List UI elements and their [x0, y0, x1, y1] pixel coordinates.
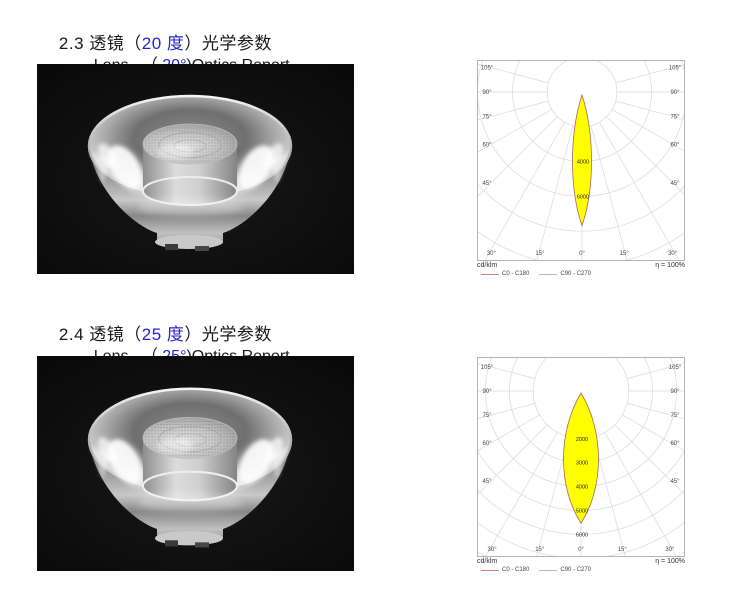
svg-text:45°: 45° [482, 181, 492, 187]
section-2-4-title-zh: 2.4 透镜（25 度）光学参数 [38, 300, 272, 365]
svg-text:0°: 0° [579, 251, 585, 257]
chart-legend: C0 - C180 C90 - C270 [481, 567, 685, 573]
svg-text:0°: 0° [578, 547, 584, 553]
legend-line-swatch [481, 273, 499, 275]
svg-text:105°: 105° [481, 365, 494, 371]
svg-text:30°: 30° [487, 251, 497, 257]
chart-legend: C0 - C180 C90 - C270 [481, 271, 685, 277]
chart-footer: cd/klm η = 100% C0 - C180 C90 - C270 [477, 262, 685, 277]
svg-text:75°: 75° [670, 413, 680, 419]
legend-label: C0 - C180 [502, 567, 530, 573]
svg-text:3000: 3000 [576, 461, 588, 467]
svg-text:6000: 6000 [577, 194, 589, 200]
title-text: ）光学参数 [184, 34, 272, 53]
svg-text:60°: 60° [670, 143, 680, 149]
chart-footer: cd/klm η = 100% C0 - C180 C90 - C270 [477, 558, 685, 573]
polar-chart-20deg: 4000 6000 105° 90° 75° 60° 45° 30° 15° 0° 15° 30° 45… [477, 60, 685, 277]
legend-item: C0 - C180 [481, 567, 529, 573]
unit-label: cd/klm [477, 262, 498, 269]
svg-text:90°: 90° [482, 389, 492, 395]
polar-chart-svg: 2000 3000 4000 5000 6000 105° 90° 75° 60° 45° 30° 1… [477, 357, 685, 557]
svg-text:30°: 30° [665, 547, 675, 553]
svg-text:4000: 4000 [576, 485, 588, 491]
svg-text:75°: 75° [482, 413, 492, 419]
svg-text:15°: 15° [535, 547, 545, 553]
efficiency-label: η = 100% [655, 558, 685, 565]
svg-text:90°: 90° [670, 90, 680, 96]
svg-text:45°: 45° [670, 181, 680, 187]
svg-text:4000: 4000 [577, 160, 589, 166]
svg-text:60°: 60° [670, 441, 680, 447]
svg-text:15°: 15° [535, 251, 545, 257]
legend-label: C90 - C270 [560, 271, 592, 277]
unit-label: cd/klm [477, 558, 498, 565]
svg-text:15°: 15° [620, 251, 630, 257]
svg-text:45°: 45° [670, 479, 680, 485]
svg-text:90°: 90° [482, 90, 492, 96]
polar-chart-svg: 4000 6000 105° 90° 75° 60° 45° 30° 15° 0° 15° 30° 45… [477, 60, 685, 261]
svg-text:75°: 75° [482, 114, 492, 120]
legend-line-swatch [539, 273, 558, 275]
svg-text:15°: 15° [618, 547, 628, 553]
section-2-3-title-zh: 2.3 透镜（20 度）光学参数 [38, 9, 272, 74]
svg-text:30°: 30° [488, 547, 498, 553]
title-text: 2.3 透镜（ [58, 34, 142, 53]
svg-text:2000: 2000 [576, 437, 588, 443]
legend-item: C90 - C270 [539, 271, 591, 277]
title-text: ）光学参数 [184, 325, 272, 344]
svg-text:5000: 5000 [576, 509, 588, 515]
legend-label: C90 - C270 [560, 567, 592, 573]
svg-text:105°: 105° [481, 66, 494, 72]
svg-text:60°: 60° [482, 441, 492, 447]
legend-line-swatch [481, 569, 499, 571]
legend-label: C0 - C180 [502, 271, 530, 277]
svg-text:90°: 90° [670, 389, 680, 395]
svg-text:105°: 105° [669, 365, 682, 371]
lens-photo-20deg [37, 64, 354, 274]
svg-text:75°: 75° [670, 114, 680, 120]
title-text: 2.4 透镜（ [58, 325, 142, 344]
svg-text:60°: 60° [482, 143, 492, 149]
svg-text:45°: 45° [482, 479, 492, 485]
svg-text:105°: 105° [669, 66, 682, 72]
lens-photo-25deg [37, 356, 354, 571]
legend-line-swatch [539, 569, 558, 571]
legend-item: C90 - C270 [539, 567, 591, 573]
svg-text:6000: 6000 [576, 532, 588, 538]
title-degree-highlight: 25 度 [141, 325, 185, 344]
legend-item: C0 - C180 [481, 271, 529, 277]
title-degree-highlight: 20 度 [141, 34, 185, 53]
polar-chart-25deg: 2000 3000 4000 5000 6000 105° 90° 75° 60° 45° 30° 1… [477, 357, 685, 573]
efficiency-label: η = 100% [655, 262, 685, 269]
svg-text:30°: 30° [668, 251, 678, 257]
